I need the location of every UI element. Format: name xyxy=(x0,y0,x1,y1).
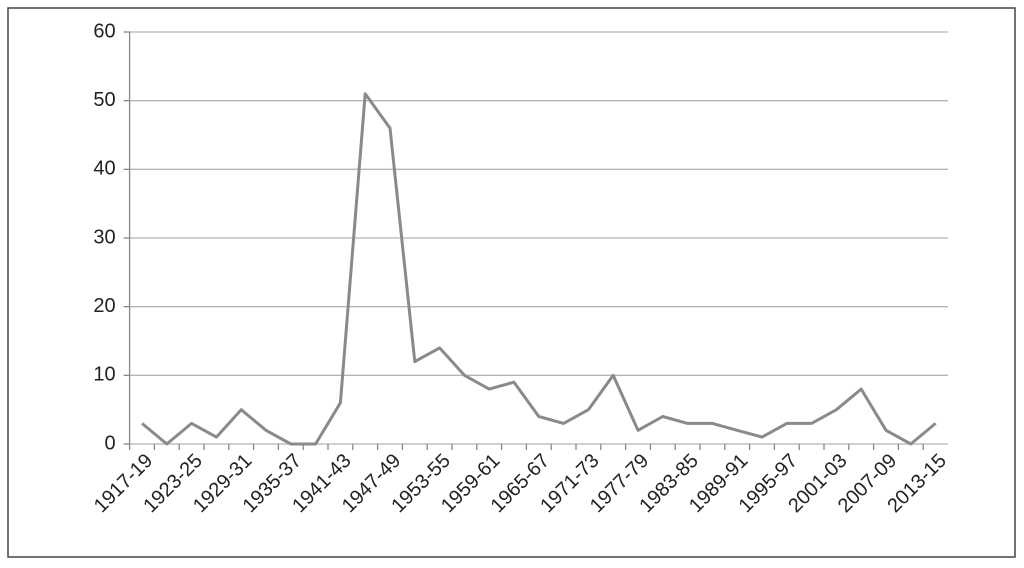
y-tick-label: 20 xyxy=(93,295,115,317)
frame xyxy=(7,7,1016,558)
y-tick-label: 60 xyxy=(93,20,115,42)
data-line xyxy=(141,92,937,446)
y-tick-label: 30 xyxy=(93,226,115,248)
y-tick-label: 10 xyxy=(93,364,115,386)
y-tick-label: 40 xyxy=(93,158,115,180)
y-tick-label: 0 xyxy=(104,432,115,454)
y-tick-label: 50 xyxy=(93,89,115,111)
